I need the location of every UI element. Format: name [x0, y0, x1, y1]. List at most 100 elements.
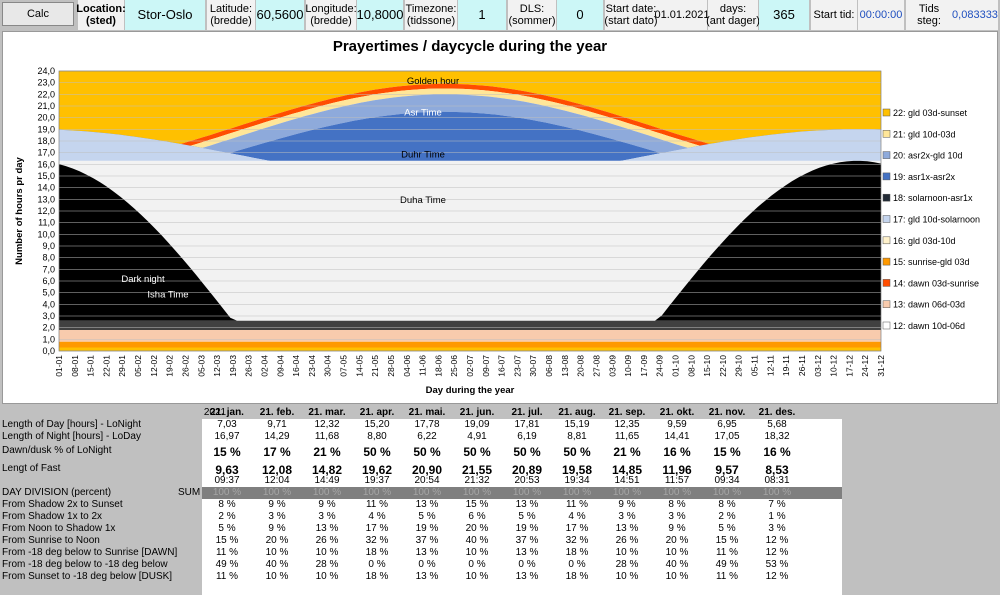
latitude-field[interactable]: 60,5600 [256, 0, 304, 30]
x-tick-label: 12-11 [765, 355, 775, 376]
x-tick-label: 24-12 [860, 355, 870, 377]
table-cell: 21 % [313, 445, 341, 459]
table-cell: 0 % [418, 559, 436, 570]
location-field[interactable]: Stor-Oslo [125, 0, 205, 30]
band-bottom [59, 347, 881, 351]
table-cell: 20 % [265, 535, 289, 546]
days-field[interactable]: 365 [759, 0, 809, 30]
table-row: From -18 deg below to Sunrise [DAWN] 11 %… [0, 547, 1000, 559]
table-cell: 15 % [715, 535, 739, 546]
table-cell: 13 % [515, 547, 539, 558]
start-date-field[interactable]: 01.01.2021 [654, 0, 710, 30]
y-tick-label: 21,0 [37, 101, 55, 111]
row-label: Dawn/dusk % of LoNight [2, 445, 112, 456]
table-cell: 17 % [565, 523, 589, 534]
y-tick-label: 17,0 [37, 148, 55, 158]
x-tick-label: 11-06 [418, 355, 428, 376]
x-tick-label: 23-07 [512, 355, 522, 377]
table-cell: 20:53 [514, 475, 540, 486]
table-cell: 9 % [268, 499, 286, 510]
legend-swatch [882, 236, 891, 245]
table-cell: 19,09 [464, 419, 490, 430]
legend-entry: 17: gld 10d-solarnoon [893, 215, 980, 225]
x-tick-label: 20-08 [576, 355, 586, 377]
table-cell: 19,58 [561, 463, 593, 477]
legend-entry: 19: asr1x-asr2x [893, 172, 956, 182]
table-cell: 100 % [562, 487, 592, 498]
table-cell: 28 % [315, 559, 339, 570]
table-cell: 50 % [563, 445, 591, 459]
table-row: From Sunrise to Noon 15 % 20 % 26 % 32 % 37 %… [0, 535, 1000, 547]
y-tick-label: 6,0 [42, 276, 55, 286]
table-cell: 10 % [465, 547, 489, 558]
table-cell: 10 % [265, 571, 289, 582]
y-tick-label: 23,0 [37, 78, 55, 88]
table-cell: 13 % [515, 571, 539, 582]
table-row: From Shadow 1x to 2x 2 % 3 % 3 % 4 % 5 % 6 % 5 … [0, 511, 1000, 523]
table-cell: 11:57 [664, 475, 690, 486]
table-cell: 20,90 [411, 463, 443, 477]
timezone-label: Timezone: (tidssone) [405, 0, 457, 30]
table-cell: 17,78 [414, 419, 440, 430]
table-cell: 100 % [762, 487, 792, 498]
table-cell: 0 % [368, 559, 386, 570]
timezone-field[interactable]: 1 [458, 0, 506, 30]
table-cell: 37 % [515, 535, 539, 546]
legend-entry: 14: dawn 03d-sunrise [893, 278, 979, 288]
x-tick-label: 23-04 [307, 355, 317, 377]
table-cell: 26 % [315, 535, 339, 546]
table-cell: 20 % [665, 535, 689, 546]
row-label: From Noon to Shadow 1x [2, 523, 116, 534]
x-tick-label: 22-01 [101, 355, 111, 377]
legend-entry: 13: dawn 06d-03d [893, 300, 965, 310]
row-label: From -18 deg below to Sunrise [DAWN] [2, 547, 178, 558]
table-cell: 16 % [663, 445, 691, 459]
chart-annotation: Dark night [121, 274, 165, 285]
y-tick-label: 0,0 [42, 346, 55, 356]
table-cell: 19:34 [564, 475, 590, 486]
y-tick-label: 14,0 [37, 183, 55, 193]
x-tick-label: 13-08 [560, 355, 570, 377]
x-tick-label: 16-04 [291, 355, 301, 377]
table-cell: 14,29 [264, 431, 290, 442]
table-cell: 6,22 [417, 431, 437, 442]
y-tick-label: 20,0 [37, 113, 55, 123]
table-cell: 17 % [263, 445, 291, 459]
table-row: From Shadow 2x to Sunset 8 % 9 % 9 % 11 % 13 … [0, 499, 1000, 511]
table-cell: 16 % [763, 445, 791, 459]
start-time-field[interactable]: 00:00:00 [858, 0, 904, 30]
table-row: Lengt of Fast 9,63 12,08 14,82 19,62 20,90 21,… [0, 463, 1000, 477]
table-cell: 14,41 [664, 431, 690, 442]
calc-button[interactable]: Calc [2, 2, 74, 26]
row-label: DAY DIVISION (percent) [2, 487, 112, 498]
y-axis-label: Number of hours pr day [14, 156, 25, 264]
longitude-field[interactable]: 10,8000 [357, 0, 404, 30]
x-tick-label: 10-12 [829, 355, 839, 377]
table-cell: 8 % [218, 499, 236, 510]
x-tick-label: 03-09 [607, 355, 617, 377]
chart-annotation: Isha Time [147, 289, 188, 300]
table-cell: 10 % [665, 571, 689, 582]
table-cell: 19 % [515, 523, 539, 534]
table-cell: 11 % [715, 571, 739, 582]
location-label: Location: (sted) [76, 0, 126, 30]
table-cell: 0 % [568, 559, 586, 570]
dls-field[interactable]: 0 [557, 0, 603, 30]
row-label: Length of Day [hours] - LoNight [2, 419, 141, 430]
legend-swatch [882, 257, 891, 266]
table-cell: 15,19 [564, 419, 590, 430]
table-cell: 15 % [713, 445, 741, 459]
table-cell: 20:54 [414, 475, 440, 486]
x-tick-label: 05-02 [133, 355, 143, 377]
table-row: From Noon to Shadow 1x 5 % 9 % 13 % 17 % 19 %… [0, 523, 1000, 535]
time-step-field[interactable]: 0,083333 [952, 0, 998, 30]
y-tick-label: 3,0 [42, 311, 55, 321]
table-cell: 10 % [315, 547, 339, 558]
x-tick-label: 16-07 [497, 355, 507, 377]
x-tick-label: 01-01 [54, 355, 64, 377]
table-cell: 26 % [615, 535, 639, 546]
table-cell: 12 % [765, 547, 789, 558]
chart-annotation: Duhr Time [401, 149, 445, 160]
latitude-label: Latitude: (bredde) [207, 0, 255, 30]
x-tick-label: 26-11 [797, 355, 807, 376]
